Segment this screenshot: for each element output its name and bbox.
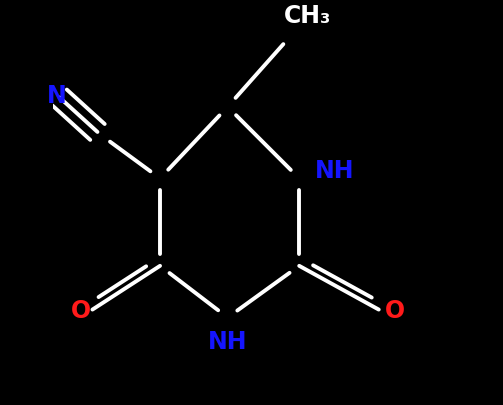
Text: NH: NH — [315, 159, 355, 183]
Text: O: O — [70, 298, 91, 322]
Text: O: O — [385, 298, 405, 322]
Text: NH: NH — [208, 330, 247, 354]
Text: N: N — [47, 84, 66, 108]
Text: CH₃: CH₃ — [284, 4, 331, 28]
